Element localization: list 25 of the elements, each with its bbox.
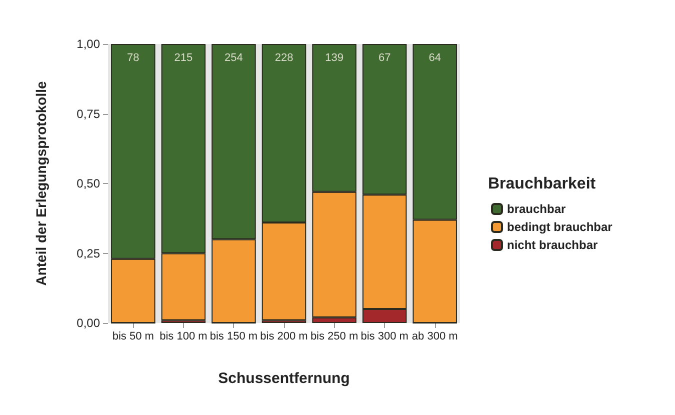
- annotation: 228: [274, 52, 294, 64]
- x-tick-label: bis 50 m: [112, 330, 154, 342]
- annotation: 64: [428, 52, 441, 64]
- x-tick-label: bis 150 m: [210, 330, 258, 342]
- y-axis-title: Anteil der Erlegungsprotokolle: [33, 81, 49, 286]
- annotation: 139: [325, 52, 344, 64]
- annotation: 254: [224, 52, 243, 64]
- x-axis-title: Schussentfernung: [218, 370, 350, 387]
- y-tick-label: 0,75: [76, 106, 100, 121]
- y-tick-label: 0,00: [76, 316, 100, 330]
- x-tick-label: bis 300 m: [360, 330, 408, 342]
- legend-label: nicht brauchbar: [507, 238, 598, 252]
- y-tick-label: 0,50: [76, 176, 100, 190]
- annotation: 67: [378, 52, 391, 64]
- x-tick-label: bis 200 m: [260, 330, 308, 342]
- legend-label: bedingt brauchbar: [507, 220, 613, 234]
- annotation: 78: [127, 52, 140, 64]
- y-tick-label: 1,00: [76, 37, 100, 51]
- annotation: 215: [174, 52, 193, 64]
- x-tick-label: ab 300 m: [412, 330, 458, 342]
- y-tick-label: 0,25: [76, 246, 100, 260]
- legend-title: Brauchbarkeit: [488, 176, 596, 192]
- x-tick-label: bis 250 m: [310, 330, 358, 342]
- legend-label: brauchbar: [507, 202, 566, 216]
- x-tick-label: bis 100 m: [160, 330, 208, 342]
